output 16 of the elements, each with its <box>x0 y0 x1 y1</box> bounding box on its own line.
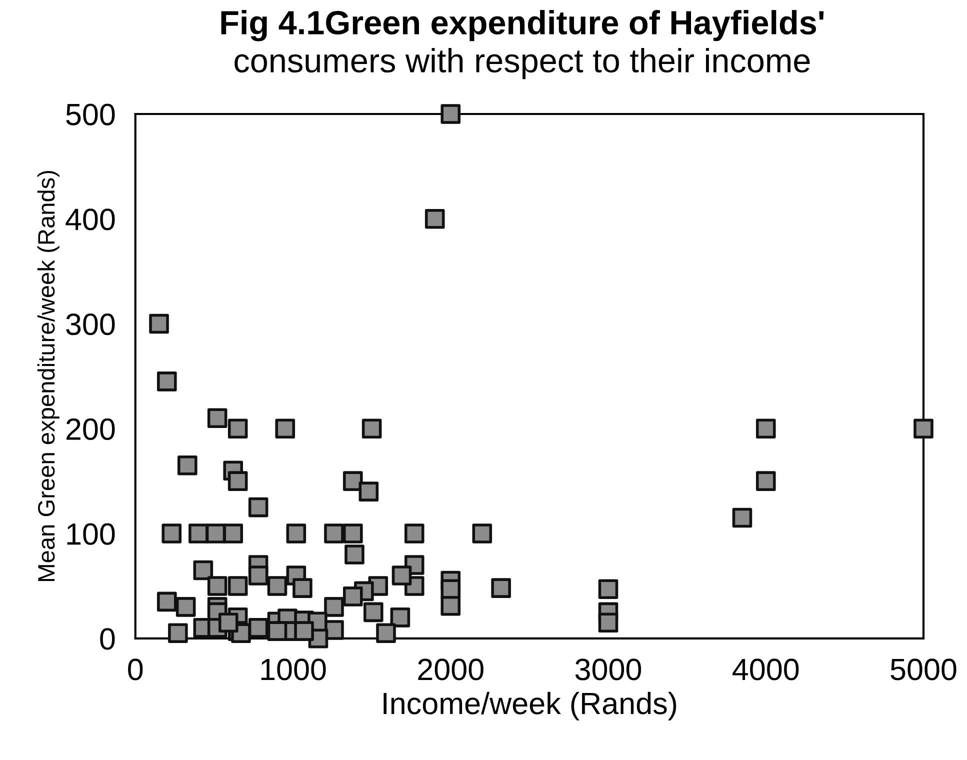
y-tick-label: 500 <box>66 104 115 126</box>
x-tick-label: 0 <box>128 658 143 680</box>
y-tick-label: 0 <box>100 628 115 650</box>
x-axis-title: Income/week (Rands) <box>384 692 676 720</box>
x-tick-label: 1000 <box>261 658 326 680</box>
x-tick-label: 2000 <box>418 658 484 680</box>
y-tick-label: 200 <box>66 418 115 440</box>
x-tick-label: 4000 <box>732 658 799 680</box>
y-tick-label: 300 <box>66 313 115 336</box>
y-tick-label: 100 <box>67 523 115 545</box>
x-tick-label: 3000 <box>575 658 642 680</box>
chart-subtitle: consumers with respect to their income <box>234 48 810 80</box>
y-tick-label: 400 <box>66 208 115 230</box>
chart-title: Fig 4.1Green expenditure of Hayfields' <box>221 10 824 42</box>
x-tick-label: 5000 <box>890 658 956 680</box>
y-axis-title: Mean Green expenditure/week (Rands) <box>37 170 60 581</box>
